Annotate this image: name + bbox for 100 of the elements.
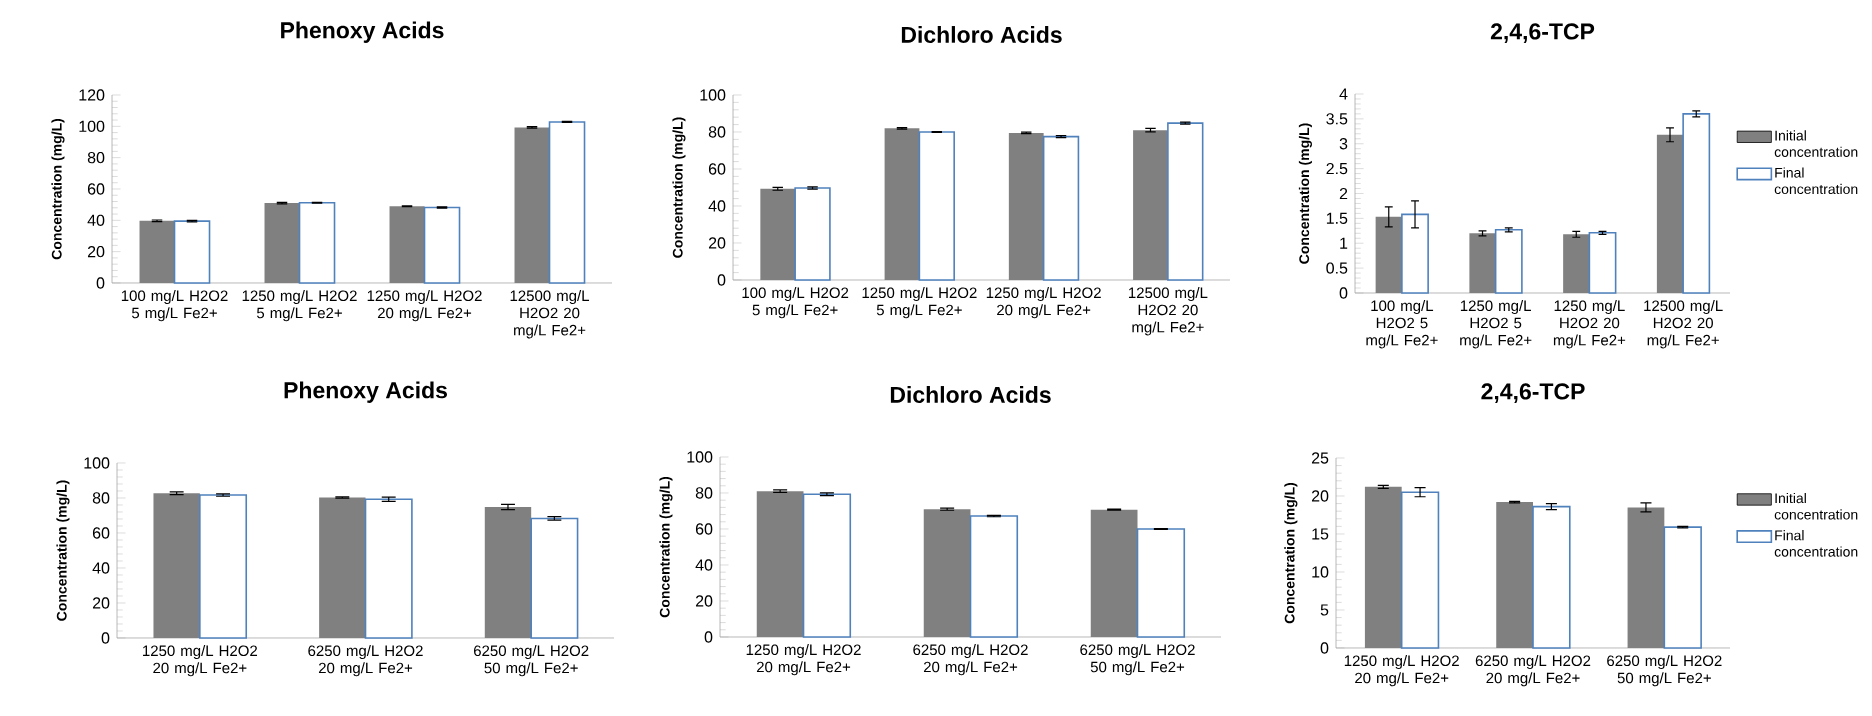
y-tick-label: 100 (687, 451, 713, 463)
y-tick-label: 100 (700, 89, 726, 101)
chart-title: 2,4,6-TCP (1490, 23, 1595, 43)
bar (884, 128, 920, 280)
y-tick-label: 60 (708, 163, 726, 175)
x-tick-label: 100 mg/L H2O2 5 mg/L Fe2+ (1366, 300, 1438, 349)
y-tick-label: 80 (92, 492, 110, 504)
y-axis-title: Concentration (mg/L) (659, 476, 673, 618)
x-tick-label: 1250 mg/L H2O2 20 mg/L Fe2+ (367, 290, 482, 322)
bar (1563, 234, 1590, 293)
y-tick-label: 2.5 (1326, 162, 1348, 175)
bar (364, 498, 413, 639)
y-tick-label: 0 (704, 631, 713, 643)
bar (1167, 122, 1204, 281)
bar (389, 206, 425, 283)
y-tick-label: 5 (1320, 604, 1329, 616)
chart-title: 2,4,6-TCP (1481, 383, 1585, 403)
bar (760, 188, 796, 280)
legend-label: Initial concentration (1774, 492, 1858, 520)
bar (1090, 509, 1138, 637)
bar (1375, 216, 1402, 293)
bar (139, 220, 175, 283)
bar (1627, 507, 1665, 648)
x-tick-label: 1250 mg/L H2O2 5 mg/L Fe2+ (242, 290, 357, 322)
bar (1008, 132, 1044, 280)
legend-label: Final concentration (1774, 530, 1858, 557)
bar (1663, 526, 1702, 649)
bar (264, 203, 300, 283)
x-tick-label: 1250 mg/L H2O2 20 mg/L Fe2+ (746, 644, 861, 676)
x-tick-label: 1250 mg/L H2O2 5 mg/L Fe2+ (862, 287, 977, 319)
bar (1588, 231, 1617, 294)
y-tick-label: 40 (92, 562, 110, 574)
y-tick-label: 10 (1312, 566, 1329, 578)
bar (173, 220, 211, 284)
bar (1400, 491, 1440, 649)
chart-title: Phenoxy Acids (281, 21, 444, 43)
bar (1401, 213, 1429, 294)
bar (423, 206, 461, 284)
y-tick-label: 0 (96, 277, 105, 289)
x-tick-label: 1250 mg/L H2O2 20 mg/L Fe2+ (1344, 655, 1459, 687)
y-tick-label: 0 (1339, 287, 1348, 299)
chart-title: Phenoxy Acids (284, 381, 447, 403)
y-tick-label: 80 (695, 487, 713, 499)
y-tick-label: 100 (84, 457, 110, 469)
y-tick-label: 100 (79, 120, 105, 132)
y-tick-label: 25 (1311, 452, 1329, 464)
bar (484, 507, 532, 638)
x-tick-label: 100 mg/L H2O2 5 mg/L Fe2+ (742, 287, 849, 319)
y-tick-label: 20 (87, 245, 105, 258)
y-tick-label: 0 (717, 274, 726, 286)
bar (969, 515, 1019, 638)
bar (1469, 233, 1496, 293)
y-tick-label: 0 (1320, 642, 1329, 654)
x-tick-label: 1250 mg/L H2O2 5 mg/L Fe2+ (1460, 300, 1532, 349)
x-tick-label: 6250 mg/L H2O2 50 mg/L Fe2+ (1080, 644, 1195, 676)
x-tick-label: 6250 mg/L H2O2 20 mg/L Fe2+ (1475, 655, 1591, 687)
y-tick-label: 4 (1339, 88, 1348, 100)
chart-title: Dichloro Acids (901, 26, 1062, 43)
y-tick-label: 20 (1311, 490, 1329, 502)
x-tick-label: 1250 mg/L H2O2 20 mg/L Fe2+ (986, 287, 1101, 319)
y-tick-label: 20 (708, 237, 726, 249)
bar (802, 493, 852, 638)
y-tick-label: 3.5 (1326, 113, 1348, 125)
bar (548, 121, 586, 284)
y-tick-label: 3 (1339, 138, 1348, 150)
x-tick-label: 1250 mg/L H2O2 20 mg/L Fe2+ (143, 645, 258, 677)
y-tick-label: 40 (695, 559, 713, 571)
bar (298, 201, 336, 284)
chart-title: Dichloro Acids (890, 386, 1051, 403)
y-tick-label: 20 (92, 597, 110, 609)
y-tick-label: 60 (87, 183, 105, 195)
y-tick-label: 20 (695, 595, 713, 607)
y-axis-title: Concentration (mg/L) (56, 480, 70, 621)
y-tick-label: 1.5 (1326, 212, 1348, 224)
x-tick-label: 12500 mg/L H2O2 20 mg/L Fe2+ (510, 290, 590, 339)
y-tick-label: 0 (101, 632, 110, 644)
y-axis-title: Concentration (mg/L) (1284, 482, 1298, 624)
bar (756, 491, 804, 637)
bar (1042, 135, 1080, 281)
y-tick-label: 1 (1340, 237, 1348, 249)
legend-label: Final concentration (1774, 167, 1858, 195)
bar (199, 494, 248, 639)
y-axis-title: Concentration (mg/L) (1298, 123, 1312, 264)
bar (918, 131, 955, 281)
y-tick-label: 80 (708, 126, 726, 138)
bar (530, 517, 579, 639)
x-tick-label: 1250 mg/L H2O2 20 mg/L Fe2+ (1553, 300, 1626, 349)
y-tick-label: 2 (1339, 187, 1348, 200)
bar (1496, 502, 1534, 648)
bar (923, 509, 971, 637)
bar (319, 497, 366, 638)
y-tick-label: 60 (92, 527, 110, 539)
y-tick-label: 120 (79, 89, 105, 101)
x-tick-label: 6250 mg/L H2O2 20 mg/L Fe2+ (913, 644, 1028, 676)
bar (1682, 113, 1711, 294)
bar (1133, 130, 1168, 280)
bar (514, 127, 550, 283)
y-tick-label: 40 (87, 214, 105, 226)
x-tick-label: 6250 mg/L H2O2 50 mg/L Fe2+ (473, 645, 589, 677)
y-tick-label: 40 (708, 200, 726, 212)
